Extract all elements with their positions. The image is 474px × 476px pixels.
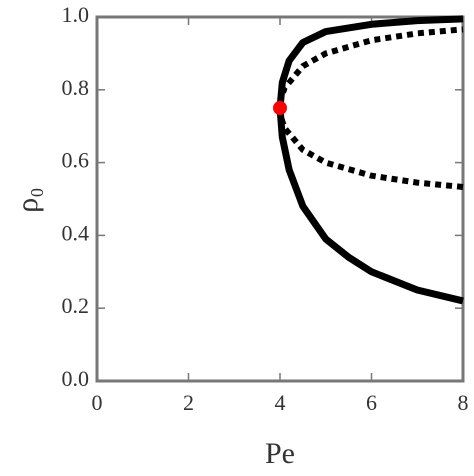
critical-point xyxy=(273,101,287,115)
x-tick-label: 4 xyxy=(275,390,286,415)
y-tick-label: 0.6 xyxy=(62,148,90,173)
y-tick-label: 1.0 xyxy=(62,2,90,27)
curve xyxy=(277,26,464,190)
y-axis-label: ρ₀ xyxy=(11,187,44,212)
plot-frame xyxy=(95,15,465,383)
y-tick-label: 0.0 xyxy=(62,366,90,391)
x-tick-label: 2 xyxy=(183,390,194,415)
x-tick-label: 0 xyxy=(92,390,103,415)
x-tick-label: 8 xyxy=(458,390,469,415)
curve xyxy=(276,15,464,305)
x-axis-label: Pe xyxy=(265,437,295,470)
y-tick-label: 0.8 xyxy=(62,75,90,100)
y-tick-label: 0.4 xyxy=(62,220,90,245)
y-tick-label: 0.2 xyxy=(62,293,90,318)
x-tick-label: 6 xyxy=(366,390,377,415)
